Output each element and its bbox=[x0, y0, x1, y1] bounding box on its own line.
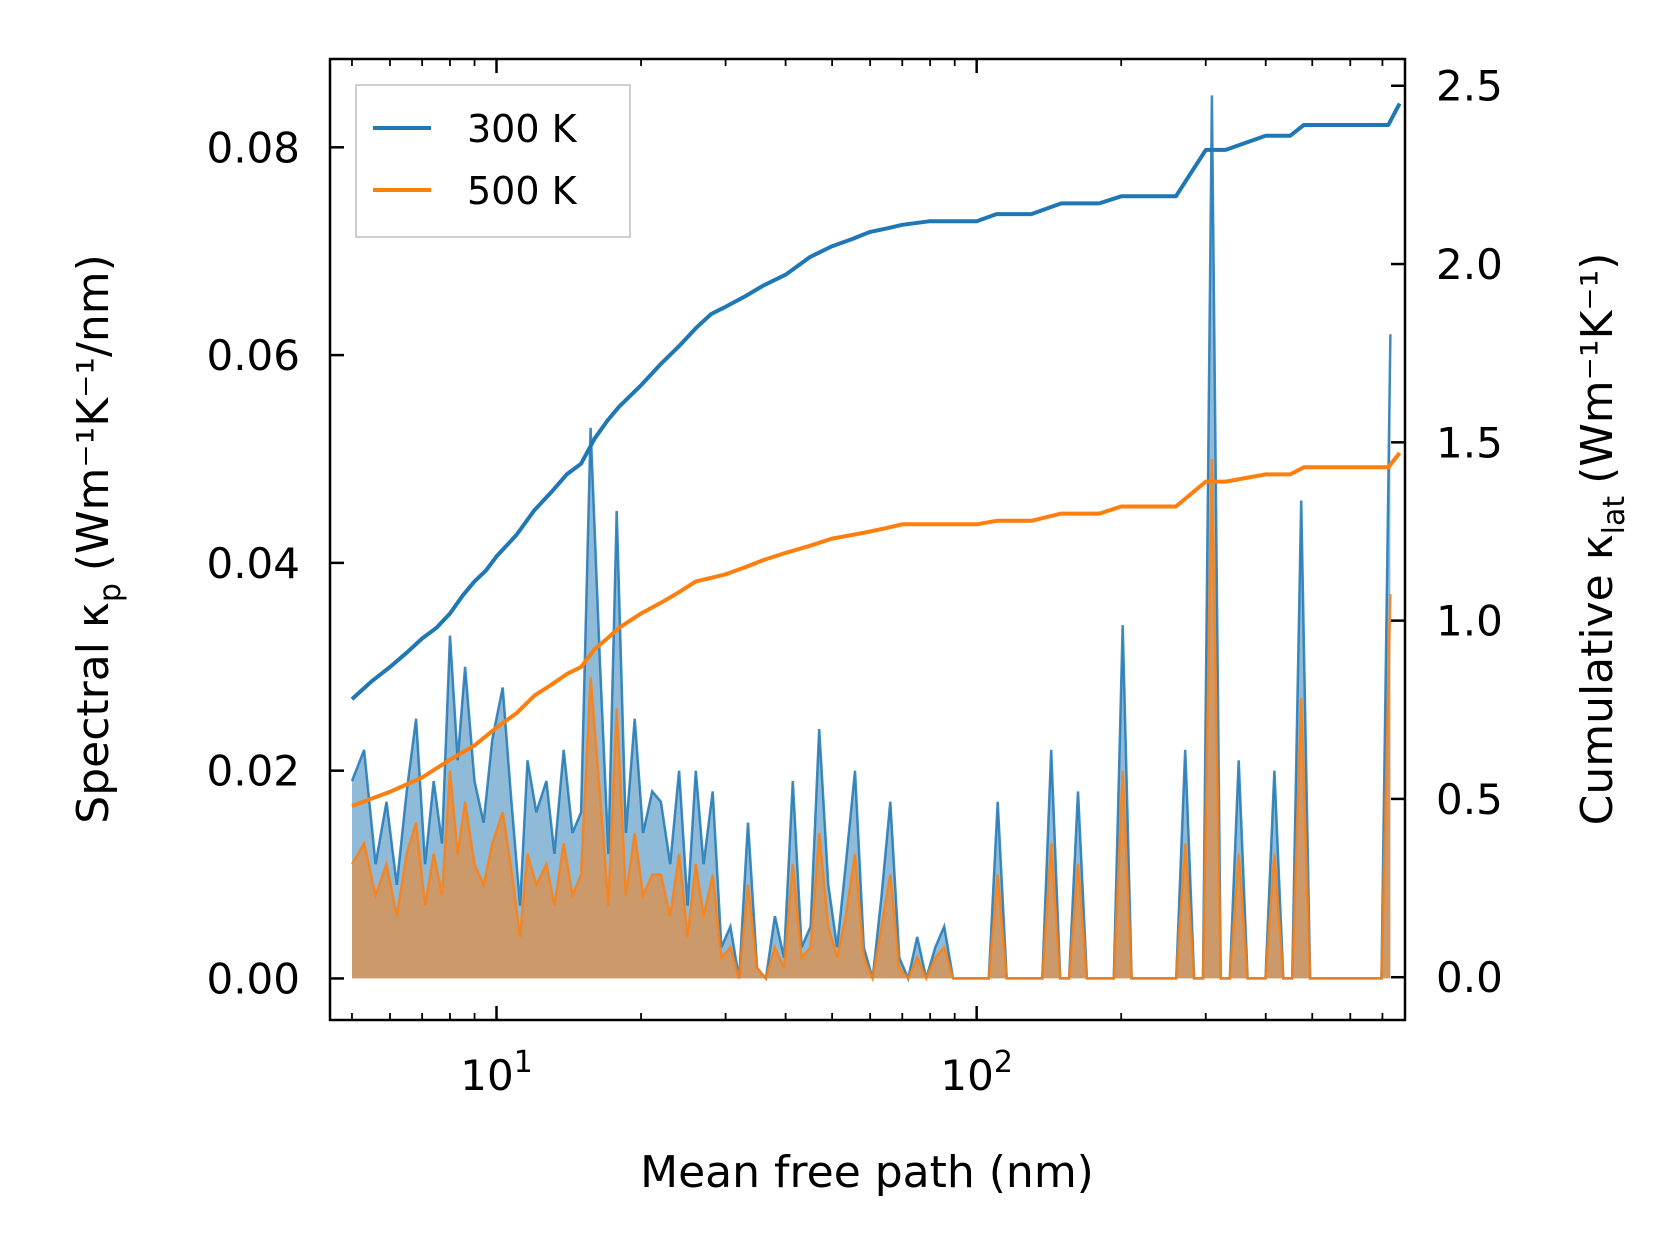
cumulative-line-0 bbox=[350, 102, 1402, 701]
y-right-tick-label: 0.0 bbox=[1436, 953, 1503, 1002]
spectral-areas bbox=[350, 95, 1392, 983]
x-tick-label-base: 10 bbox=[460, 1051, 513, 1100]
y-right-tick-label: 1.5 bbox=[1436, 418, 1503, 467]
legend: 300 K 500 K bbox=[355, 84, 631, 238]
y-axis-left-label-base: Spectral κ bbox=[68, 602, 119, 824]
legend-label-500k: 500 K bbox=[467, 169, 578, 213]
y-left-tick-label: 0.08 bbox=[206, 123, 300, 172]
y-axis-right-label-unit: (Wm⁻¹K⁻¹) bbox=[1572, 253, 1623, 484]
x-axis-label: Mean free path (nm) bbox=[640, 1147, 1094, 1198]
x-tick-label-base: 10 bbox=[940, 1051, 993, 1100]
axis-ticks: 101 1020.000.020.040.060.080.00.51.01.52.… bbox=[206, 59, 1503, 1100]
x-tick-label: 102 bbox=[940, 1045, 1013, 1100]
y-left-tick-label: 0.02 bbox=[206, 747, 300, 796]
plot-border bbox=[328, 57, 1407, 1022]
y-right-tick-label: 2.5 bbox=[1436, 62, 1503, 111]
y-axis-right-label-sub: lat bbox=[1597, 496, 1632, 535]
legend-box bbox=[355, 84, 631, 238]
y-right-tick-label: 0.5 bbox=[1436, 775, 1503, 824]
y-axis-left-label: Spectral κp (Wm⁻¹K⁻¹/nm) bbox=[68, 254, 128, 823]
y-axis-left-label-unit: (Wm⁻¹K⁻¹/nm) bbox=[68, 254, 119, 571]
cumulative-lines bbox=[350, 102, 1402, 808]
y-left-tick-label: 0.04 bbox=[206, 539, 300, 588]
y-left-tick-label: 0.06 bbox=[206, 331, 300, 380]
y-right-tick-label: 1.0 bbox=[1436, 597, 1503, 646]
spectral-edge-1 bbox=[350, 458, 1392, 983]
cumulative-line-1 bbox=[351, 451, 1402, 808]
y-axis-left-label-sub: p bbox=[93, 583, 128, 602]
x-tick-label-exp: 1 bbox=[514, 1045, 533, 1080]
legend-label-300k: 300 K bbox=[467, 107, 578, 151]
y-axis-right-label-base: Cumulative κ bbox=[1572, 534, 1623, 825]
y-left-tick-label: 0.00 bbox=[206, 954, 300, 1003]
x-tick-label: 101 bbox=[460, 1045, 533, 1100]
y-right-tick-label: 2.0 bbox=[1436, 240, 1503, 289]
plot-frame bbox=[328, 57, 1407, 1022]
x-tick-label-exp: 2 bbox=[994, 1045, 1013, 1080]
y-axis-right-label: Cumulative κlat (Wm⁻¹K⁻¹) bbox=[1572, 253, 1632, 826]
